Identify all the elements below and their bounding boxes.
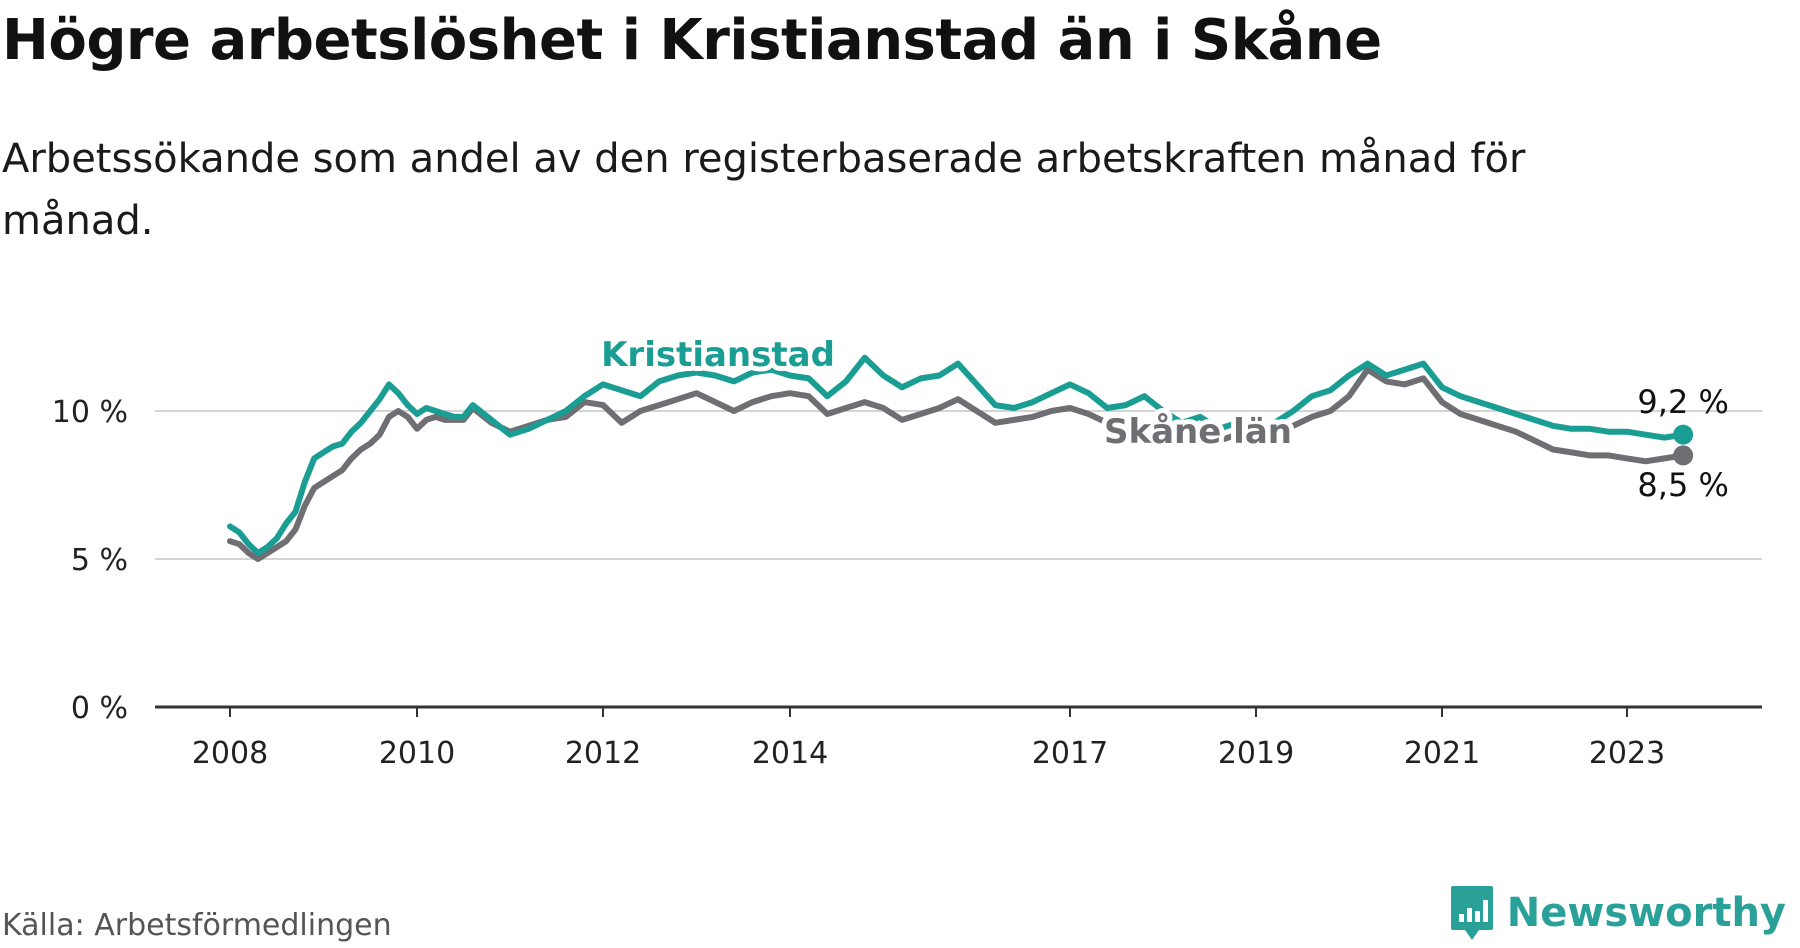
series-label-skane: Skåne län <box>1104 412 1292 452</box>
x-axis-ticks: 2008 2010 2012 2014 2017 2019 2021 2023 <box>192 707 1665 771</box>
series-line-kristianstad <box>227 354 1687 557</box>
end-value-label-kristianstad: 9,2 % <box>1637 383 1728 421</box>
y-axis-ticks: 0 % 5 % 10 % <box>52 395 128 726</box>
brand-name: Newsworthy <box>1506 890 1786 936</box>
end-value-label-skane: 8,5 % <box>1637 466 1728 504</box>
source-text: Källa: Arbetsförmedlingen <box>2 908 392 943</box>
x-tick-label: 2021 <box>1404 736 1480 771</box>
y-tick-label: 5 % <box>71 543 128 578</box>
x-tick-label: 2010 <box>379 736 455 771</box>
y-tick-label: 0 % <box>71 691 128 726</box>
series-line-skane <box>227 366 1687 562</box>
x-tick-label: 2023 <box>1589 736 1665 771</box>
x-tick-label: 2012 <box>565 736 641 771</box>
chart-subtitle: Arbetssökande som andel av den registerb… <box>2 136 1526 244</box>
gridlines <box>155 410 1762 709</box>
series-labels: Kristianstad Skåne län 9,2 % 8,5 % <box>596 330 1729 504</box>
x-tick-label: 2014 <box>752 736 828 771</box>
newsworthy-logo-icon <box>1450 886 1493 940</box>
page-title: Högre arbetslöshet i Kristianstad än i S… <box>2 8 1382 73</box>
series-end-dot <box>1673 424 1694 445</box>
y-tick-label: 10 % <box>52 395 128 430</box>
x-tick-label: 2019 <box>1218 736 1294 771</box>
x-tick-label: 2008 <box>192 736 268 771</box>
brand-logo[interactable]: Newsworthy <box>1449 884 1786 942</box>
series-end-dot <box>1673 445 1694 466</box>
series-label-kristianstad: Kristianstad <box>601 335 835 375</box>
series-lines <box>227 354 1694 562</box>
x-tick-label: 2017 <box>1032 736 1108 771</box>
